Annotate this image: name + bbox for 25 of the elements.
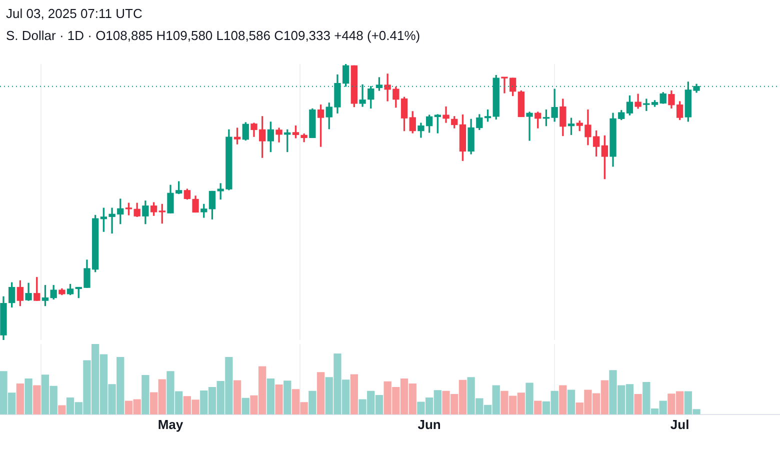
chart-subtitle: S. Dollar · 1D · O108,885 H109,580 L108,586 C109,333 +448 (+0.41%) bbox=[6, 27, 422, 43]
bar bbox=[350, 374, 358, 414]
bar bbox=[634, 394, 642, 414]
x-tick-label: May bbox=[158, 416, 184, 432]
bar bbox=[24, 378, 32, 414]
bar bbox=[275, 384, 283, 414]
bar bbox=[526, 382, 534, 414]
bar bbox=[534, 400, 542, 414]
x-tick-label: Jul bbox=[670, 416, 690, 432]
bar bbox=[284, 380, 292, 414]
bar bbox=[567, 390, 576, 414]
chart-title: Jul 03, 2025 07:11 UTC bbox=[6, 5, 144, 23]
candlestick bbox=[526, 112, 533, 141]
bar bbox=[242, 398, 250, 414]
bar bbox=[559, 385, 567, 414]
bar bbox=[16, 383, 24, 414]
bar bbox=[308, 390, 316, 414]
bar bbox=[266, 378, 274, 414]
bar bbox=[316, 372, 325, 414]
x-tick-label: Jun bbox=[418, 416, 441, 432]
bar bbox=[33, 385, 41, 414]
bar bbox=[233, 380, 242, 414]
bar bbox=[142, 375, 150, 414]
candlestick bbox=[442, 106, 450, 123]
bar bbox=[58, 405, 66, 414]
